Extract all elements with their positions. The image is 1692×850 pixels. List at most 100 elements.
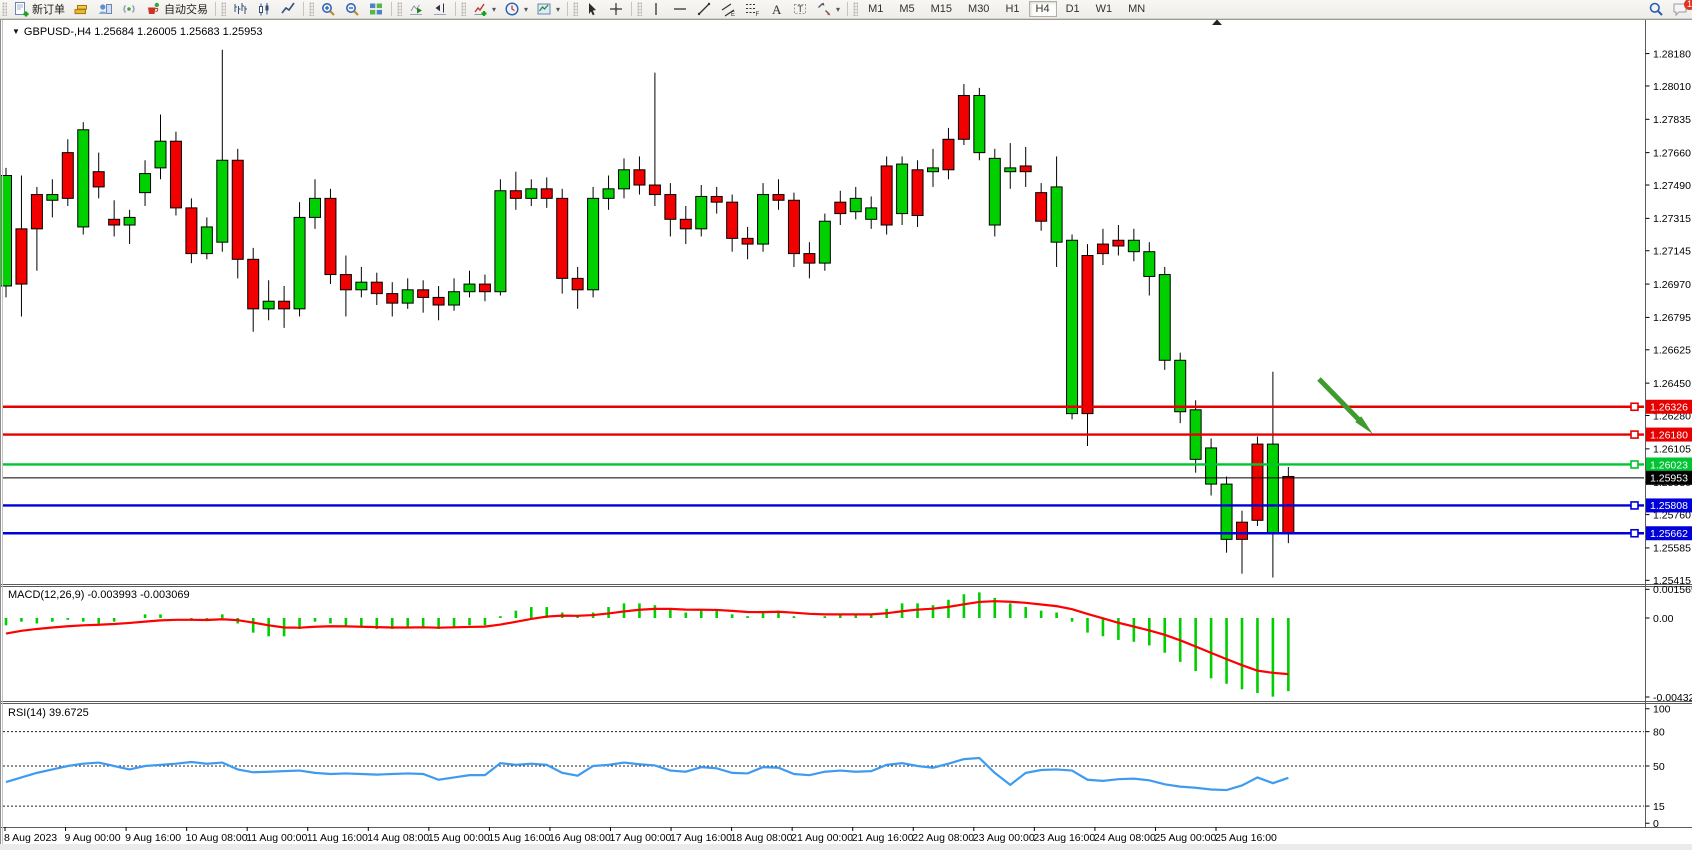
- bear-candle: [834, 201, 847, 215]
- bear-candle: [1019, 165, 1032, 173]
- arrow-annotation[interactable]: [1317, 377, 1373, 435]
- line-handle[interactable]: [1630, 501, 1639, 510]
- timeframe-button-d1[interactable]: D1: [1065, 3, 1080, 15]
- timeframe-button-mn[interactable]: MN: [1128, 3, 1146, 15]
- time-axis-label: 22 Aug 08:00: [912, 832, 974, 844]
- time-axis-label: 21 Aug 00:00: [791, 832, 853, 844]
- bull-candle: [757, 194, 770, 245]
- indicators-button[interactable]: ▾: [468, 0, 500, 19]
- dropdown-arrow-icon[interactable]: ▾: [492, 4, 497, 14]
- horizontal-price-line[interactable]: [3, 528, 1644, 538]
- time-axis-label: 10 Aug 08:00: [186, 832, 248, 844]
- time-axis-label: 21 Aug 16:00: [852, 832, 914, 844]
- autotrade-button[interactable]: 自动交易: [141, 0, 212, 19]
- time-axis-label: 25 Aug 16:00: [1215, 832, 1277, 844]
- chat-button[interactable]: 1: [1668, 0, 1692, 19]
- timeframe-button-h1[interactable]: H1: [1005, 3, 1020, 15]
- label-button[interactable]: T: [788, 0, 812, 19]
- time-axis[interactable]: 8 Aug 2023 9 Aug 00:00 9 Aug 16:00 10 Aug 0…: [4, 827, 1277, 844]
- gold-button[interactable]: [69, 0, 93, 19]
- cursor-button[interactable]: [580, 0, 604, 19]
- bull-candle: [309, 197, 321, 218]
- bear-candle: [648, 184, 661, 196]
- auto-scroll-button[interactable]: [404, 0, 428, 19]
- symbol-title-text: GBPUSD-,H4 1.25684 1.26005 1.25683 1.259…: [23, 26, 263, 38]
- bull-candle: [927, 167, 939, 173]
- dropdown-arrow-icon[interactable]: ▾: [524, 4, 529, 14]
- toolbar-separator: [631, 2, 633, 16]
- bull-candle: [587, 197, 600, 291]
- chart-background[interactable]: [0, 19, 1692, 844]
- timeframe-button-m30[interactable]: M30: [968, 3, 990, 15]
- bear-candle: [108, 218, 121, 226]
- chart-shift-button[interactable]: [428, 0, 452, 19]
- macd-indicator-label: MACD(12,26,9) -0.003993 -0.003069: [8, 589, 190, 601]
- bars-icon: [234, 3, 247, 14]
- vertical-line-button[interactable]: [644, 0, 668, 19]
- horizontal-price-line[interactable]: [3, 402, 1644, 412]
- tile-windows-icon: [370, 3, 382, 15]
- profile-button[interactable]: [93, 0, 117, 19]
- horizontal-price-line[interactable]: [3, 430, 1644, 439]
- line-handle[interactable]: [1630, 528, 1639, 538]
- chart-canvas[interactable]: 1.28180 1.28010 1.27835 1.27660 1.27490 1.273…: [0, 19, 1692, 844]
- bear-candle: [664, 194, 677, 220]
- timeframe-button-m5[interactable]: M5: [899, 3, 915, 15]
- bear-candle: [741, 237, 754, 245]
- arrow-shaft[interactable]: [1317, 377, 1365, 426]
- horizontal-line-icon: [674, 8, 687, 10]
- price-axis-label: 1.28180: [1653, 48, 1691, 60]
- time-axis-label: 18 Aug 08:00: [731, 832, 793, 844]
- bull-candle: [1050, 186, 1063, 243]
- signal-button[interactable]: [117, 0, 141, 19]
- svg-text:F: F: [756, 12, 760, 17]
- templates-button[interactable]: ▾: [532, 0, 564, 19]
- dropdown-arrow-icon[interactable]: ▾: [556, 4, 561, 14]
- horizontal-price-line[interactable]: [3, 460, 1644, 469]
- price-axis-label: 1.26795: [1653, 312, 1691, 324]
- line-chart-button[interactable]: [276, 0, 300, 19]
- toolbar-grip: [637, 2, 643, 16]
- main-toolbar: 新订单 自动交易 ▾ ▾ ▾ E F A T ▾ M1 M5 M15 M30 H1 H4 D1 W1 MN 1: [0, 0, 1692, 19]
- line-handle[interactable]: [1630, 402, 1639, 412]
- zoom-out-button[interactable]: [340, 0, 364, 19]
- bear-candle: [633, 169, 646, 186]
- horizontal-price-line[interactable]: [3, 501, 1644, 510]
- timeframe-button-w1[interactable]: W1: [1095, 3, 1113, 15]
- chart-shift-marker[interactable]: [1212, 19, 1222, 26]
- crosshair-button[interactable]: [604, 0, 628, 19]
- candles-button[interactable]: [252, 0, 276, 19]
- rsi-axis-label: 100: [1653, 704, 1671, 716]
- fibonacci-button[interactable]: F: [740, 0, 764, 19]
- bars-button[interactable]: [228, 0, 252, 19]
- line-handle[interactable]: [1630, 430, 1639, 439]
- time-axis-label: 11 Aug 16:00: [307, 832, 368, 844]
- bull-candle: [46, 194, 59, 201]
- trendline-button[interactable]: [692, 0, 716, 19]
- horizontal-line-button[interactable]: [668, 0, 692, 19]
- timeframe-button-h4[interactable]: H4: [1028, 1, 1057, 17]
- bear-candle: [278, 300, 291, 310]
- bull-candle: [602, 188, 615, 199]
- bear-candle: [432, 296, 445, 306]
- line-handle[interactable]: [1630, 460, 1639, 469]
- new-order-button[interactable]: 新订单: [9, 0, 69, 19]
- tile-windows-button[interactable]: [364, 0, 388, 19]
- toolbar-separator: [215, 2, 216, 16]
- bull-candle: [448, 291, 461, 306]
- shapes-button[interactable]: ▾: [812, 0, 844, 19]
- text-icon: A: [772, 2, 782, 17]
- bear-candle: [1096, 243, 1109, 255]
- timeframe-button-m15[interactable]: M15: [930, 3, 953, 15]
- bear-candle: [247, 258, 260, 310]
- timeframe-button-m1[interactable]: M1: [868, 3, 884, 15]
- chart-menu-icon[interactable]: ▼: [12, 27, 20, 36]
- zoom-in-button[interactable]: [316, 0, 340, 19]
- text-button[interactable]: A: [764, 0, 788, 19]
- periods-button[interactable]: ▾: [500, 0, 532, 19]
- dropdown-arrow-icon[interactable]: ▾: [836, 4, 841, 14]
- label-icon: T: [794, 4, 807, 14]
- search-button[interactable]: [1644, 0, 1668, 19]
- bull-candle: [695, 195, 708, 230]
- channel-button[interactable]: E: [716, 0, 740, 19]
